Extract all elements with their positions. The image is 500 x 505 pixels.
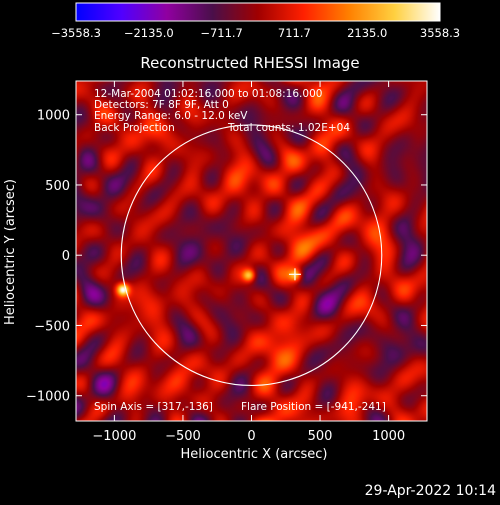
x-tick-label: −1000: [92, 429, 136, 444]
annotation-energy-range: Energy Range: 6.0 - 12.0 keV: [94, 110, 248, 122]
annotation-method: Back Projection: [94, 122, 175, 134]
heatmap-image: [76, 81, 427, 421]
y-tick-label: 500: [45, 179, 70, 194]
annotation-detectors: Detectors: 7F 8F 9F, Att 0: [94, 99, 229, 111]
x-tick-label: 1000: [372, 429, 405, 444]
y-axis-label: Heliocentric Y (arcsec): [3, 179, 18, 325]
x-axis-ticks: −1000 −500 0 500 1000: [92, 81, 405, 444]
x-tick-label: −500: [165, 429, 201, 444]
annotation-flare-position: Flare Position = [-941,-241]: [241, 401, 386, 413]
x-tick-label: 0: [247, 429, 255, 444]
footer-timestamp: 29-Apr-2022 10:14: [365, 483, 496, 499]
y-axis-ticks: −1000 −500 0 500 1000: [26, 109, 427, 405]
annotation-spin-axis: Spin Axis = [317,-136]: [94, 401, 213, 413]
colorbar: [75, 2, 441, 22]
colorbar-tick-label: 711.7: [278, 26, 311, 40]
chart-title: Reconstructed RHESSI Image: [140, 54, 359, 72]
solar-limb-circle: [120, 124, 383, 387]
colorbar-ticks: −3558.3 −2135.0 −711.7 711.7 2135.0 3558.3: [51, 26, 460, 40]
y-tick-label: 1000: [37, 109, 70, 124]
colorbar-tick-label: −2135.0: [124, 26, 174, 40]
colorbar-tick-label: 2135.0: [347, 26, 387, 40]
y-tick-label: −500: [34, 319, 70, 334]
spin-axis-cross: [288, 268, 301, 281]
annotation-time-range: 12-Mar-2004 01:02:16.000 to 01:08:16.000: [94, 88, 322, 100]
x-tick-label: 500: [308, 429, 333, 444]
y-tick-label: −1000: [26, 390, 70, 405]
colorbar-tick-label: 3558.3: [420, 26, 460, 40]
y-tick-label: 0: [62, 249, 70, 264]
colorbar-tick-label: −711.7: [200, 26, 243, 40]
x-axis-label: Heliocentric X (arcsec): [181, 447, 328, 462]
colorbar-tick-label: −3558.3: [51, 26, 101, 40]
annotation-total-counts: Total counts: 1.02E+04: [227, 122, 350, 134]
